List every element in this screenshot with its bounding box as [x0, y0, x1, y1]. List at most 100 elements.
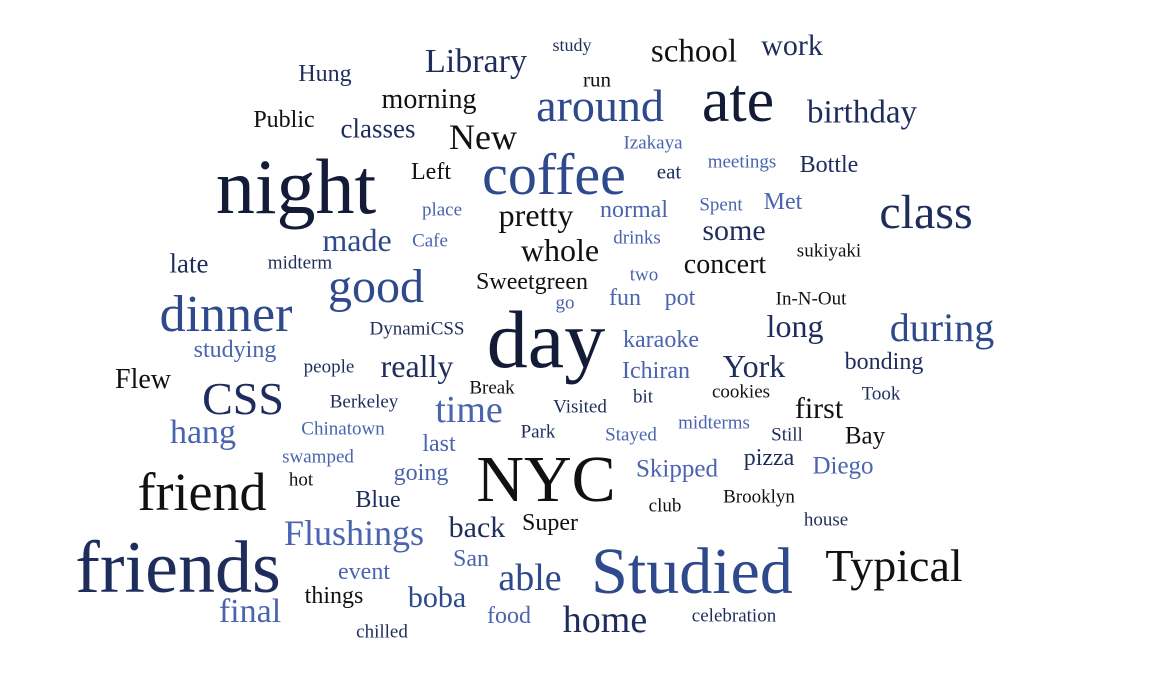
word-cookies: cookies	[711, 381, 771, 403]
word-flushings: Flushings	[283, 513, 425, 553]
word-home: home	[562, 599, 648, 641]
word-day: day	[486, 294, 606, 385]
word-long: long	[766, 308, 824, 344]
word-really: really	[380, 348, 454, 384]
word-dinner: dinner	[159, 286, 293, 343]
word-berkeley: Berkeley	[329, 391, 399, 413]
word-class: class	[879, 186, 973, 239]
word-studying: studying	[193, 337, 277, 363]
word-drinks: drinks	[613, 227, 661, 249]
word-first: first	[794, 392, 844, 425]
word-run: run	[583, 67, 611, 92]
word-place: place	[421, 199, 463, 221]
word-super: Super	[522, 510, 578, 536]
word-css: CSS	[202, 373, 284, 424]
word-skipped: Skipped	[636, 455, 718, 483]
word-park: Park	[520, 421, 556, 443]
word-spent: Spent	[699, 194, 743, 216]
word-blue: Blue	[355, 487, 401, 513]
word-bit: bit	[632, 386, 654, 408]
word-visited: Visited	[553, 396, 607, 418]
word-bonding: bonding	[844, 349, 924, 375]
word-pot: pot	[664, 285, 696, 311]
word-event: event	[338, 559, 390, 585]
word-york: York	[722, 348, 786, 384]
word-swamped: swamped	[282, 446, 354, 468]
word-time: time	[435, 389, 503, 431]
word-classes: classes	[340, 113, 416, 144]
word-new: New	[449, 117, 517, 157]
word-sweetgreen: Sweetgreen	[476, 269, 588, 295]
word-ate: ate	[701, 67, 775, 135]
word-pretty: pretty	[498, 197, 574, 233]
word-sukiyaki: sukiyaki	[796, 240, 862, 262]
word-some: some	[702, 214, 766, 247]
word-work: work	[761, 29, 823, 62]
word-back: back	[448, 511, 506, 544]
word-able: able	[498, 557, 562, 599]
word-fun: fun	[609, 285, 641, 311]
word-last: last	[422, 431, 456, 457]
word-karaoke: karaoke	[623, 327, 699, 353]
word-friend: friend	[137, 462, 267, 522]
word-library: Library	[425, 43, 527, 80]
word-good: good	[328, 260, 424, 313]
word-studied: Studied	[591, 535, 793, 608]
word-night: night	[215, 143, 377, 230]
word-brooklyn: Brooklyn	[723, 486, 795, 508]
word-made: made	[322, 222, 392, 258]
word-hung: Hung	[298, 61, 352, 87]
word-final: final	[218, 593, 282, 630]
word-coffee: coffee	[482, 142, 626, 207]
word-whole: whole	[520, 232, 600, 268]
word-midterm: midterm	[267, 252, 333, 274]
word-birthday: birthday	[807, 94, 917, 131]
word-morning: morning	[381, 84, 477, 115]
word-things: things	[304, 583, 364, 609]
word-chinatown: Chinatown	[301, 418, 385, 440]
word-ichiran: Ichiran	[622, 358, 690, 384]
word-boba: boba	[407, 581, 467, 614]
word-still: Still	[771, 424, 803, 446]
word-people: people	[303, 356, 355, 378]
word-food: food	[487, 603, 531, 629]
word-club: club	[648, 495, 682, 517]
word-going: going	[393, 460, 449, 486]
word-bottle: Bottle	[799, 152, 859, 178]
word-typical: Typical	[825, 540, 963, 591]
word-house: house	[803, 509, 849, 531]
word-took: Took	[861, 383, 901, 405]
word-chilled: chilled	[356, 621, 408, 643]
word-eat: eat	[656, 159, 682, 184]
word-public: Public	[253, 107, 315, 133]
word-late: late	[169, 248, 209, 279]
word-normal: normal	[600, 197, 668, 223]
word-stayed: Stayed	[605, 424, 657, 446]
word-during: during	[889, 305, 995, 350]
word-san: San	[453, 546, 489, 572]
word-pizza: pizza	[743, 445, 795, 471]
word-midterms: midterms	[678, 412, 750, 434]
word-izakaya: Izakaya	[623, 132, 683, 154]
word-left: Left	[411, 159, 451, 185]
word-meetings: meetings	[707, 151, 777, 173]
word-two: two	[629, 264, 659, 286]
word-hot: hot	[288, 469, 314, 491]
word-cafe: Cafe	[412, 230, 448, 252]
word-bay: Bay	[844, 422, 886, 450]
word-in-n-out: In-N-Out	[775, 288, 847, 310]
word-around: around	[536, 80, 664, 131]
word-diego: Diego	[812, 452, 874, 480]
word-study: study	[552, 35, 592, 55]
word-go: go	[555, 292, 575, 314]
word-concert: concert	[683, 249, 767, 280]
word-break: Break	[469, 377, 515, 399]
word-school: school	[650, 33, 738, 70]
word-dynamicss: DynamiCSS	[369, 318, 465, 340]
word-friends: friends	[75, 527, 281, 609]
word-flew: Flew	[115, 364, 171, 395]
word-celebration: celebration	[691, 605, 777, 627]
word-hang: hang	[169, 414, 237, 451]
word-met: Met	[763, 189, 803, 215]
